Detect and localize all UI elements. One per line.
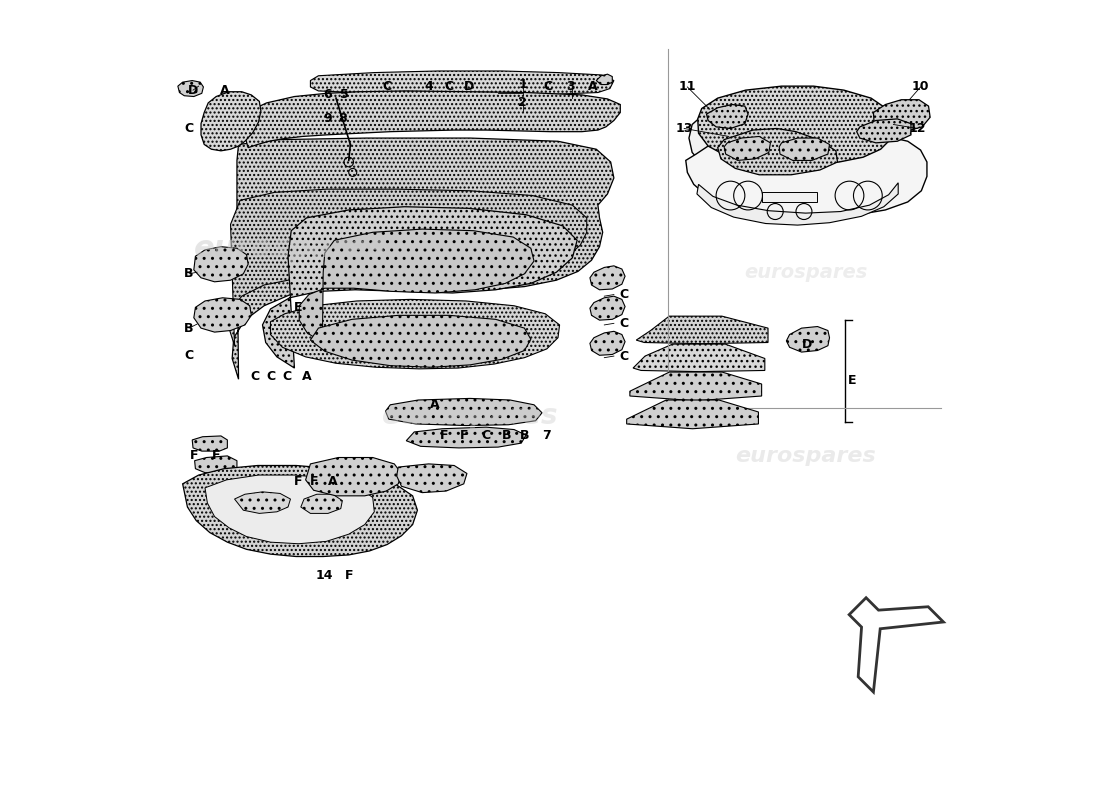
Polygon shape xyxy=(706,105,748,129)
Text: 9: 9 xyxy=(323,112,332,126)
Polygon shape xyxy=(697,182,899,225)
Text: B: B xyxy=(519,429,529,442)
Text: A: A xyxy=(328,475,338,488)
Polygon shape xyxy=(201,92,261,151)
Polygon shape xyxy=(310,315,531,367)
Polygon shape xyxy=(183,466,417,557)
Text: F: F xyxy=(344,569,353,582)
Text: 4: 4 xyxy=(425,81,433,94)
Text: 6: 6 xyxy=(323,89,332,102)
Text: F: F xyxy=(190,450,199,462)
Polygon shape xyxy=(234,492,290,514)
Polygon shape xyxy=(590,331,625,355)
Text: 7: 7 xyxy=(542,429,551,442)
Text: D: D xyxy=(188,84,198,97)
Text: E: E xyxy=(294,301,302,314)
Text: 3: 3 xyxy=(566,81,575,94)
Text: B: B xyxy=(185,267,194,280)
Polygon shape xyxy=(310,71,614,95)
Polygon shape xyxy=(229,189,586,346)
Text: C: C xyxy=(383,81,392,94)
Text: A: A xyxy=(302,370,312,382)
Text: 11: 11 xyxy=(679,81,696,94)
Polygon shape xyxy=(873,100,931,132)
Text: C: C xyxy=(185,122,194,135)
Polygon shape xyxy=(205,475,374,544)
Polygon shape xyxy=(194,246,249,282)
Polygon shape xyxy=(689,89,893,178)
Text: 12: 12 xyxy=(909,122,926,135)
Text: C: C xyxy=(543,81,553,94)
Polygon shape xyxy=(271,299,560,369)
Text: B: B xyxy=(502,429,512,442)
Text: D: D xyxy=(802,338,812,350)
Polygon shape xyxy=(762,192,816,202)
Text: C: C xyxy=(250,370,260,382)
Text: eurospares: eurospares xyxy=(383,402,558,430)
Text: 14: 14 xyxy=(316,569,333,582)
Text: 8: 8 xyxy=(338,112,346,126)
Text: E: E xyxy=(848,374,856,387)
Text: D: D xyxy=(463,81,474,94)
Polygon shape xyxy=(779,138,829,161)
Text: 5: 5 xyxy=(340,89,349,102)
Text: A: A xyxy=(220,84,230,97)
Polygon shape xyxy=(195,456,236,473)
Polygon shape xyxy=(685,132,927,216)
Text: eurospares: eurospares xyxy=(735,446,876,466)
Text: C: C xyxy=(185,349,194,362)
Polygon shape xyxy=(263,206,578,368)
Polygon shape xyxy=(299,229,534,342)
Polygon shape xyxy=(697,86,895,165)
Text: A: A xyxy=(588,81,598,94)
Text: F: F xyxy=(310,475,319,488)
Text: eurospares: eurospares xyxy=(194,234,387,262)
Text: 1: 1 xyxy=(518,78,527,91)
Text: F: F xyxy=(212,450,220,462)
Polygon shape xyxy=(634,344,764,372)
Polygon shape xyxy=(397,464,466,493)
Polygon shape xyxy=(596,74,613,85)
Text: C: C xyxy=(619,288,628,301)
Text: C: C xyxy=(619,350,628,362)
Polygon shape xyxy=(590,296,625,320)
Text: C: C xyxy=(266,370,275,382)
Polygon shape xyxy=(300,494,342,514)
Text: F: F xyxy=(460,429,467,442)
Polygon shape xyxy=(630,372,761,401)
Polygon shape xyxy=(627,400,758,429)
Polygon shape xyxy=(232,138,614,379)
Polygon shape xyxy=(717,129,837,174)
Text: B: B xyxy=(185,322,194,334)
Polygon shape xyxy=(849,598,944,692)
Polygon shape xyxy=(242,91,620,148)
Polygon shape xyxy=(724,137,770,161)
Polygon shape xyxy=(786,326,829,352)
Text: 13: 13 xyxy=(675,122,693,135)
Polygon shape xyxy=(194,298,251,332)
Text: 10: 10 xyxy=(912,81,930,94)
Text: C: C xyxy=(444,81,454,94)
Polygon shape xyxy=(590,266,625,290)
Text: F: F xyxy=(294,475,302,488)
Text: eurospares: eurospares xyxy=(744,262,867,282)
Text: C: C xyxy=(619,317,628,330)
Polygon shape xyxy=(406,427,526,448)
Polygon shape xyxy=(178,81,204,97)
Polygon shape xyxy=(306,458,402,496)
Text: A: A xyxy=(430,398,440,411)
Text: C: C xyxy=(282,370,292,382)
Text: C: C xyxy=(482,429,491,442)
Polygon shape xyxy=(636,316,768,344)
Text: 2: 2 xyxy=(518,96,527,109)
Polygon shape xyxy=(385,398,542,426)
Text: F: F xyxy=(440,429,448,442)
Polygon shape xyxy=(857,119,911,143)
Polygon shape xyxy=(192,436,228,451)
